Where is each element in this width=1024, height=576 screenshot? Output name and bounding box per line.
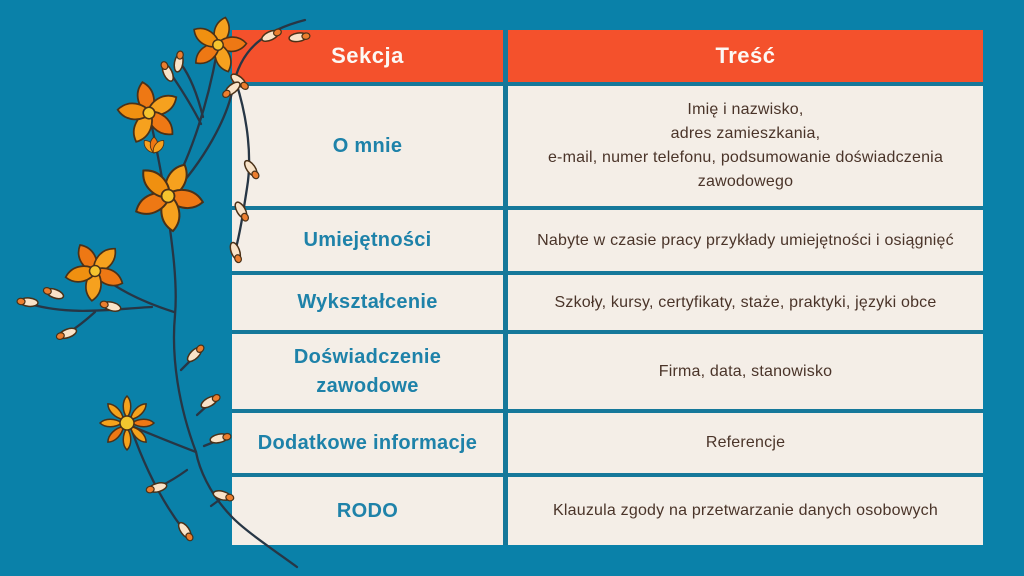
flower-daisy [99,395,155,451]
column-header-tresc: Treść [508,30,983,82]
row-rodo-content: Klauzula zgody na przetwarzanie danych o… [508,477,983,545]
flower-small [141,136,167,156]
row-o-mnie-content: Imię i nazwisko, adres zamieszkania, e-m… [508,86,983,206]
row-o-mnie-section: O mnie [232,86,503,206]
row-doswiadczenie-section: Doświadczenie zawodowe [232,334,503,409]
flower-left [63,240,127,303]
row-rodo-section: RODO [232,477,503,545]
row-wyksztalcenie-content: Szkoły, kursy, certyfikaty, staże, prakt… [508,275,983,330]
flower-upper [115,79,182,146]
row-dodatkowe-section: Dodatkowe informacje [232,413,503,473]
row-wyksztalcenie-section: Wykształcenie [232,275,503,330]
row-umiejetnosci-section: Umiejętności [232,210,503,271]
flower-middle [131,159,206,234]
row-dodatkowe-content: Referencje [508,413,983,473]
cv-sections-table: Sekcja Treść O mnie Imię i nazwisko, adr… [232,30,983,545]
row-doswiadczenie-content: Firma, data, stanowisko [508,334,983,409]
column-header-sekcja: Sekcja [232,30,503,82]
row-umiejetnosci-content: Nabyte w czasie pracy przykłady umiejętn… [508,210,983,271]
